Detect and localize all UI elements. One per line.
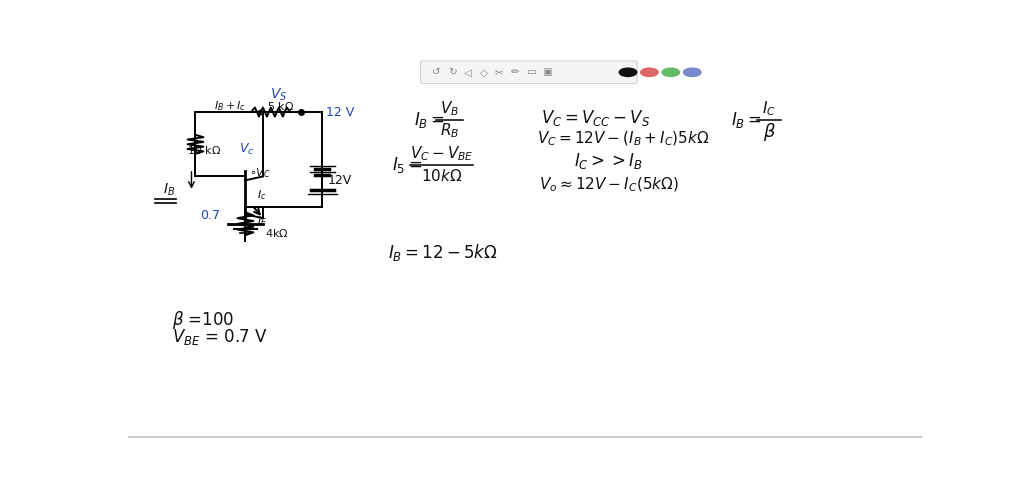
Text: $V_S$: $V_S$ xyxy=(270,87,288,103)
Text: $I_B = 12 - 5k\Omega$: $I_B = 12 - 5k\Omega$ xyxy=(388,242,498,263)
Text: $V_B$: $V_B$ xyxy=(440,99,459,118)
Text: ✏: ✏ xyxy=(511,67,519,77)
Text: 10 k$\Omega$: 10 k$\Omega$ xyxy=(187,144,221,156)
Text: $I_B =$: $I_B =$ xyxy=(414,110,444,130)
Text: $V_{BE}$ = 0.7 V: $V_{BE}$ = 0.7 V xyxy=(172,328,267,347)
Text: $I_E$: $I_E$ xyxy=(257,215,267,228)
Text: $I_B$: $I_B$ xyxy=(163,182,175,198)
Text: ◇: ◇ xyxy=(479,67,487,77)
Text: $\beta$: $\beta$ xyxy=(763,121,776,143)
Text: $V_C - V_{BE}$: $V_C - V_{BE}$ xyxy=(410,144,473,163)
FancyBboxPatch shape xyxy=(421,61,637,84)
Text: $I_C >> I_B$: $I_C >> I_B$ xyxy=(574,151,642,171)
Text: $10k\Omega$: $10k\Omega$ xyxy=(421,168,462,184)
Text: $V_C = 12V - (I_B+I_C)5k\Omega$: $V_C = 12V - (I_B+I_C)5k\Omega$ xyxy=(537,129,710,148)
Text: $R_B$: $R_B$ xyxy=(439,121,459,140)
Text: $\circ V_C$: $\circ V_C$ xyxy=(249,166,270,180)
Text: 0.7: 0.7 xyxy=(200,209,220,221)
Text: ▭: ▭ xyxy=(526,67,536,77)
Text: $I_C$: $I_C$ xyxy=(762,99,776,118)
Text: $I_5 =$: $I_5 =$ xyxy=(392,155,423,175)
Text: $I_B+I_c$: $I_B+I_c$ xyxy=(214,99,246,113)
Circle shape xyxy=(620,68,637,76)
Circle shape xyxy=(663,68,680,76)
Text: 12 V: 12 V xyxy=(327,106,354,119)
Text: $\beta$ =100: $\beta$ =100 xyxy=(172,309,234,332)
Text: ▣: ▣ xyxy=(542,67,552,77)
Text: 4k$\Omega$: 4k$\Omega$ xyxy=(265,227,289,239)
Text: $I_B =$: $I_B =$ xyxy=(731,110,762,130)
Text: $V_C = V_{CC} - V_S$: $V_C = V_{CC} - V_S$ xyxy=(541,108,650,128)
Text: ↻: ↻ xyxy=(447,67,457,77)
Text: ↺: ↺ xyxy=(432,67,440,77)
Circle shape xyxy=(641,68,658,76)
Text: $V_c$: $V_c$ xyxy=(240,142,255,157)
Text: ◁: ◁ xyxy=(464,67,472,77)
Circle shape xyxy=(684,68,701,76)
Text: $V_o \approx 12V - I_C(5k\Omega)$: $V_o \approx 12V - I_C(5k\Omega)$ xyxy=(539,176,679,194)
Text: 12V: 12V xyxy=(328,174,352,187)
Text: ✂: ✂ xyxy=(495,67,504,77)
Text: 5 k$\Omega$: 5 k$\Omega$ xyxy=(267,100,294,112)
Text: $I_c$: $I_c$ xyxy=(257,188,267,202)
